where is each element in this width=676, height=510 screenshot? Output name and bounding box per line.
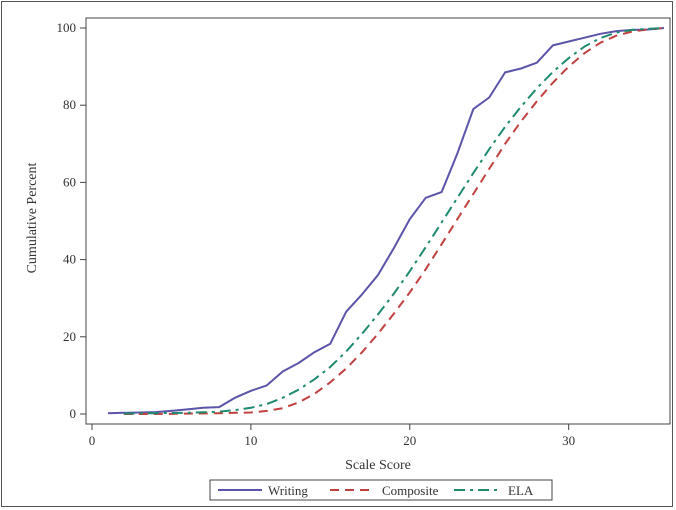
y-axis-label: Cumulative Percent: [25, 162, 40, 273]
series-line-composite: [123, 27, 665, 415]
series-line-ela: [123, 27, 665, 415]
legend-box: [209, 479, 553, 501]
y-tick-label: 100: [57, 20, 77, 35]
x-tick-label: 10: [244, 433, 257, 448]
legend-label-ela: ELA: [508, 483, 534, 498]
y-tick-label: 40: [63, 252, 76, 267]
y-tick-label: 60: [63, 174, 76, 189]
series-line-writing: [107, 27, 665, 415]
x-tick-label: 20: [403, 433, 416, 448]
y-tick-label: 0: [70, 406, 77, 421]
legend-label-composite: Composite: [382, 483, 439, 498]
x-tick-label: 0: [89, 433, 96, 448]
legend-label-writing: Writing: [268, 483, 308, 498]
x-tick-label: 30: [562, 433, 575, 448]
plot-area: [85, 17, 671, 425]
y-tick-label: 80: [63, 97, 76, 112]
x-axis-label: Scale Score: [345, 458, 411, 473]
y-tick-label: 20: [63, 329, 76, 344]
legend: Writing Composite ELA: [209, 479, 553, 501]
